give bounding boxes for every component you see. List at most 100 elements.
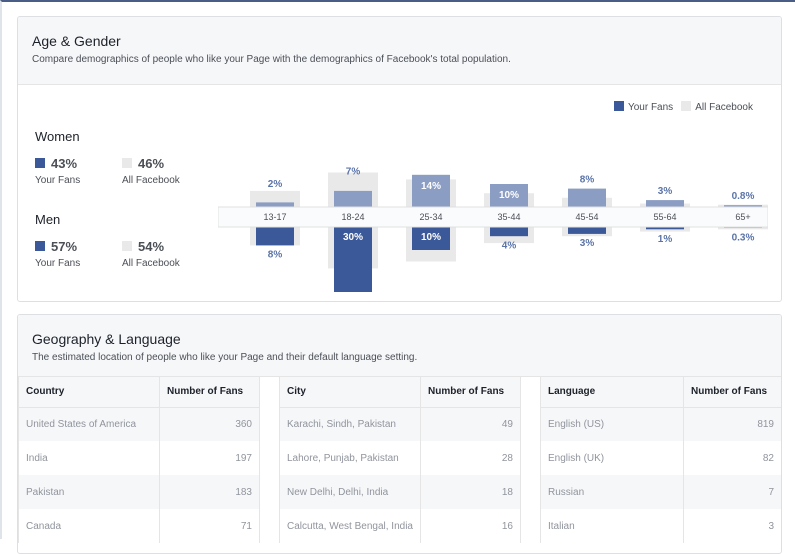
men-fans-pct: 57% [35,239,77,254]
table-row: Lahore, Punjab, Pakistan 28 [279,441,521,475]
women-label: Women [35,129,80,144]
age-gender-subtitle: Compare demographics of people who like … [32,54,511,65]
row-name: United States of America [18,407,160,441]
men-fans-bar [568,227,606,234]
fan-count: 197 [159,441,260,475]
age-gender-header: Age & Gender Compare demographics of peo… [18,17,781,85]
country-table: Country Number of Fans United States of Am… [18,377,260,543]
men-fans-bar [334,227,372,292]
men-fans-bar [490,227,528,237]
men-label: Men [35,212,61,227]
table-row: English (US) 819 [540,407,781,441]
value: 46% [138,156,165,171]
age-gender-title: Age & Gender [32,33,121,49]
all-swatch-icon [122,241,132,251]
women-fans-bar [490,184,528,207]
column-header[interactable]: Number of Fans [420,377,521,408]
row-name: New Delhi, Delhi, India [279,475,421,509]
women-fans-pct: 43% [35,156,77,171]
men-all-facebook-bar [718,227,768,230]
fan-count: 183 [159,475,260,509]
row-name: Italian [540,509,684,543]
men-fans-bar [646,227,684,230]
table-header: Language Number of Fans [540,377,781,408]
fan-count: 819 [683,407,781,441]
age-tick-label: 25-34 [419,212,442,222]
row-name: Pakistan [18,475,160,509]
men-fans-bar [256,227,294,246]
age-tick-label: 55-64 [653,212,676,222]
men-fans-value-label: 30% [343,232,363,243]
men-fans-value-label: 10% [421,232,441,243]
column-header[interactable]: City [279,377,421,408]
column-header[interactable]: Language [540,377,684,408]
value: 43% [51,156,78,171]
women-fans-value-label: 7% [346,167,361,178]
women-fans-value-label: 10% [499,190,519,201]
age-tick-label: 35-44 [497,212,520,222]
row-name: Calcutta, West Bengal, India [279,509,421,543]
age-axis-band [218,206,768,228]
men-all-pct: 54% [122,239,164,254]
fan-count: 3 [683,509,781,543]
men-fans-value-label: 3% [580,238,595,249]
table-row: Karachi, Sindh, Pakistan 49 [279,407,521,441]
age-tick-label: 45-54 [575,212,598,222]
women-fans-bar [412,174,450,207]
men-fans-value-label: 1% [658,234,673,245]
fan-count: 7 [683,475,781,509]
row-name: Lahore, Punjab, Pakistan [279,441,421,475]
women-fans-bar [256,202,294,207]
women-fans-value-label: 8% [580,175,595,186]
legend-label: Your Fans [627,102,674,113]
row-name: English (US) [540,407,684,441]
women-fans-value-label: 14% [421,181,441,192]
age-tick-label: 18-24 [341,212,364,222]
fan-count: 16 [420,509,521,543]
table-header: Country Number of Fans [18,377,260,408]
fans-swatch-icon [35,241,45,251]
table-row: Calcutta, West Bengal, India 16 [279,509,521,543]
women-fans-caption: Your Fans [35,175,81,186]
table-row: Russian 7 [540,475,781,509]
men-fans-value-label: 0.3% [732,232,755,243]
row-name: Karachi, Sindh, Pakistan [279,407,421,441]
men-fans-value-label: 8% [268,249,283,260]
fans-swatch-icon [613,101,624,111]
fan-count: 360 [159,407,260,441]
fans-swatch-icon [35,158,45,168]
row-name: Canada [18,509,160,543]
table-row: Canada 71 [18,509,260,543]
column-header[interactable]: Number of Fans [683,377,781,408]
table-row: India 197 [18,441,260,475]
women-fans-value-label: 0.8% [732,191,755,202]
all-swatch-icon [122,158,132,168]
men-fans-bar [412,227,450,250]
age-gender-chart: 13-17 2% 8% 18-24 7% 30% 25-34 14% 10% 35-44 10% 4%… [218,167,768,292]
age-tick-label: 65+ [735,212,750,222]
table-row: English (UK) 82 [540,441,781,475]
geography-language-card: Geography & Language The estimated locat… [17,314,782,554]
city-table: City Number of Fans Karachi, Sindh, Pakist… [279,377,521,543]
age-tick-label: 13-17 [263,212,286,222]
women-fans-value-label: 3% [658,186,673,197]
women-fans-bar [334,190,372,207]
fan-count: 18 [420,475,521,509]
legend-all-facebook: All Facebook [681,101,753,113]
women-fans-bar [646,200,684,207]
women-fans-bar [568,188,606,207]
all-swatch-icon [681,101,692,111]
age-gender-card: Age & Gender Compare demographics of peo… [17,16,782,302]
fan-count: 28 [420,441,521,475]
women-all-caption: All Facebook [122,175,180,186]
column-header[interactable]: Number of Fans [159,377,260,408]
women-fans-bar [724,205,762,207]
column-header[interactable]: Country [18,377,160,408]
row-name: English (UK) [540,441,684,475]
value: 54% [138,239,165,254]
table-row: Pakistan 183 [18,475,260,509]
chart-legend: Your Fans All Facebook [613,101,753,113]
table-header: City Number of Fans [279,377,521,408]
table-row: New Delhi, Delhi, India 18 [279,475,521,509]
geo-header: Geography & Language The estimated locat… [18,315,781,377]
